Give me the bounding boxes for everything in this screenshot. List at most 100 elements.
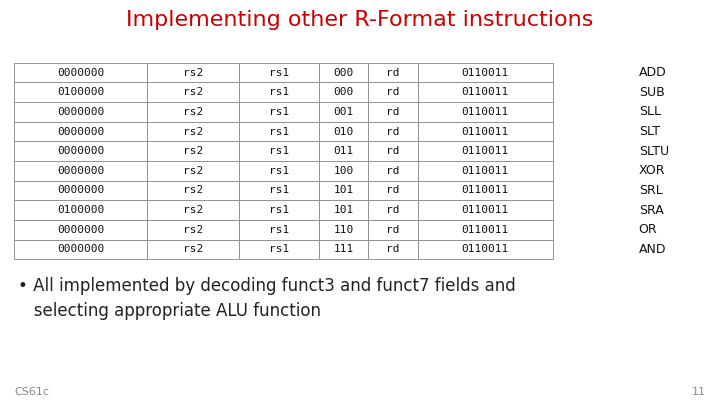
Bar xyxy=(14,122,147,141)
Text: 0110011: 0110011 xyxy=(462,87,509,97)
Text: SRL: SRL xyxy=(639,184,662,197)
Text: rs1: rs1 xyxy=(269,166,289,176)
Bar xyxy=(147,220,239,240)
Text: 0100000: 0100000 xyxy=(57,205,104,215)
Text: SRA: SRA xyxy=(639,204,663,217)
Bar xyxy=(369,200,418,220)
Bar xyxy=(147,161,239,181)
Bar xyxy=(319,240,369,259)
Bar xyxy=(319,200,369,220)
Bar xyxy=(369,220,418,240)
Text: CS61c: CS61c xyxy=(14,387,50,397)
Bar xyxy=(14,102,147,122)
Text: selecting appropriate ALU function: selecting appropriate ALU function xyxy=(18,302,321,320)
Bar xyxy=(319,63,369,83)
Bar xyxy=(319,83,369,102)
Text: 011: 011 xyxy=(333,146,354,156)
Text: rs2: rs2 xyxy=(183,244,203,254)
Bar xyxy=(369,83,418,102)
Bar xyxy=(147,141,239,161)
Bar xyxy=(369,141,418,161)
Bar xyxy=(14,181,147,200)
Bar xyxy=(369,122,418,141)
Text: rs1: rs1 xyxy=(269,185,289,196)
Bar xyxy=(319,141,369,161)
Bar xyxy=(418,240,553,259)
Text: 100: 100 xyxy=(333,166,354,176)
Bar xyxy=(147,63,239,83)
Text: rs2: rs2 xyxy=(183,166,203,176)
Text: 0110011: 0110011 xyxy=(462,205,509,215)
Text: rs1: rs1 xyxy=(269,68,289,78)
Bar xyxy=(147,240,239,259)
Text: rd: rd xyxy=(386,107,400,117)
Text: 0110011: 0110011 xyxy=(462,185,509,196)
Text: SLL: SLL xyxy=(639,105,661,118)
Bar xyxy=(319,102,369,122)
Text: 110: 110 xyxy=(333,225,354,235)
Text: ADD: ADD xyxy=(639,66,667,79)
Text: rd: rd xyxy=(386,146,400,156)
Text: 0000000: 0000000 xyxy=(57,244,104,254)
Text: SUB: SUB xyxy=(639,86,665,99)
Text: 0110011: 0110011 xyxy=(462,68,509,78)
Bar xyxy=(418,161,553,181)
Text: AND: AND xyxy=(639,243,666,256)
Text: rs1: rs1 xyxy=(269,146,289,156)
Text: rd: rd xyxy=(386,225,400,235)
Bar xyxy=(369,63,418,83)
Bar xyxy=(418,83,553,102)
Text: 010: 010 xyxy=(333,126,354,136)
Text: 0000000: 0000000 xyxy=(57,146,104,156)
Text: rs2: rs2 xyxy=(183,107,203,117)
Bar xyxy=(14,220,147,240)
Bar xyxy=(147,102,239,122)
Bar xyxy=(319,122,369,141)
Text: rs1: rs1 xyxy=(269,87,289,97)
Bar xyxy=(418,102,553,122)
Bar xyxy=(147,181,239,200)
Bar xyxy=(239,63,319,83)
Text: SLT: SLT xyxy=(639,125,660,138)
Text: rs2: rs2 xyxy=(183,68,203,78)
Bar xyxy=(418,181,553,200)
Text: 0000000: 0000000 xyxy=(57,185,104,196)
Text: rs1: rs1 xyxy=(269,225,289,235)
Text: rd: rd xyxy=(386,244,400,254)
Text: rs1: rs1 xyxy=(269,244,289,254)
Bar xyxy=(369,181,418,200)
Text: OR: OR xyxy=(639,223,657,236)
Bar xyxy=(418,122,553,141)
Bar xyxy=(418,63,553,83)
Text: 101: 101 xyxy=(333,185,354,196)
Bar xyxy=(147,122,239,141)
Bar xyxy=(239,200,319,220)
Bar xyxy=(319,181,369,200)
Text: 11: 11 xyxy=(692,387,706,397)
Bar xyxy=(14,63,147,83)
Text: rs1: rs1 xyxy=(269,107,289,117)
Text: rd: rd xyxy=(386,166,400,176)
Text: 0110011: 0110011 xyxy=(462,146,509,156)
Bar xyxy=(239,161,319,181)
Text: 0000000: 0000000 xyxy=(57,225,104,235)
Bar xyxy=(239,181,319,200)
Bar xyxy=(14,240,147,259)
Bar xyxy=(239,240,319,259)
Bar xyxy=(147,83,239,102)
Bar xyxy=(418,141,553,161)
Bar xyxy=(418,220,553,240)
Bar xyxy=(369,240,418,259)
Text: 0110011: 0110011 xyxy=(462,244,509,254)
Text: 0110011: 0110011 xyxy=(462,126,509,136)
Text: rs2: rs2 xyxy=(183,87,203,97)
Text: 0100000: 0100000 xyxy=(57,87,104,97)
Text: rs2: rs2 xyxy=(183,126,203,136)
Text: rs1: rs1 xyxy=(269,205,289,215)
Bar xyxy=(239,141,319,161)
Text: 000: 000 xyxy=(333,68,354,78)
Bar xyxy=(14,161,147,181)
Text: rs1: rs1 xyxy=(269,126,289,136)
Bar xyxy=(14,141,147,161)
Bar xyxy=(239,83,319,102)
